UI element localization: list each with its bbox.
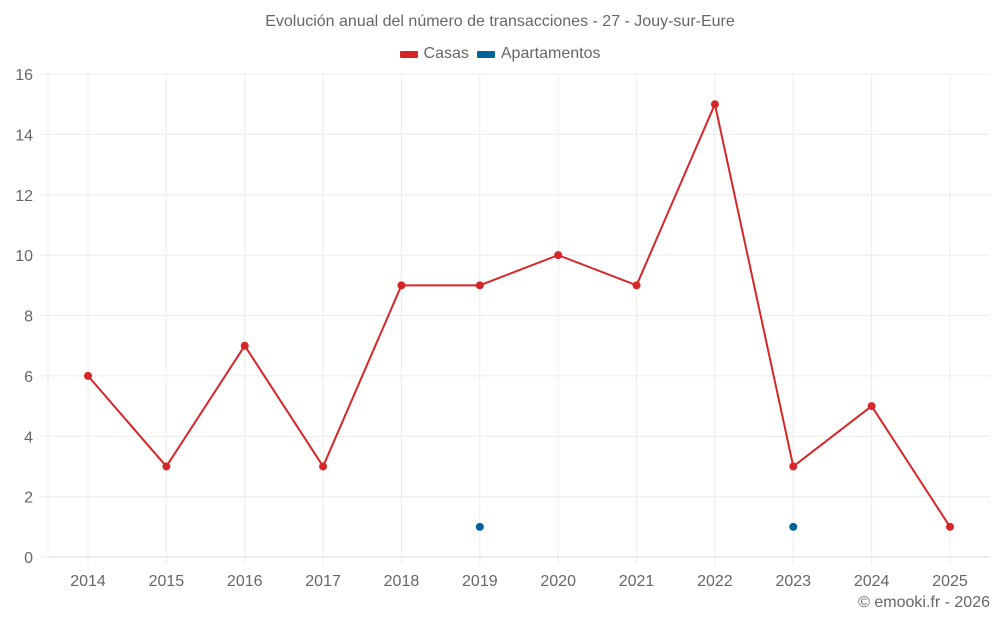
data-point-casas[interactable] — [789, 462, 798, 471]
series-layer — [84, 100, 954, 531]
x-tick-label: 2017 — [305, 573, 341, 590]
x-tick-label: 2018 — [384, 573, 420, 590]
y-tick-label: 2 — [24, 490, 33, 507]
x-tick-label: 2023 — [775, 573, 811, 590]
y-tick-label: 14 — [15, 127, 33, 144]
x-tick-label: 2019 — [462, 573, 498, 590]
data-point-casas[interactable] — [84, 371, 92, 380]
x-tick-label: 2024 — [854, 573, 890, 590]
data-point-casas[interactable] — [710, 100, 719, 109]
x-tick-label: 2014 — [70, 573, 106, 590]
data-point-casas[interactable] — [867, 402, 876, 411]
y-tick-label: 6 — [24, 369, 33, 386]
x-tick-label: 2022 — [697, 573, 733, 590]
data-point-casas[interactable] — [946, 522, 954, 531]
y-tick-label: 0 — [24, 550, 33, 567]
y-tick-label: 12 — [15, 188, 33, 205]
legend-item-casas[interactable]: Casas — [399, 45, 469, 63]
data-point-casas[interactable] — [240, 341, 249, 350]
chart-title: Evolución anual del número de transaccio… — [265, 13, 735, 30]
legend-label-apartamentos: Apartamentos — [500, 45, 601, 62]
x-tick-label: 2025 — [932, 573, 968, 590]
legend-swatch-apartamentos — [476, 50, 495, 58]
y-tick-label: 8 — [24, 309, 33, 326]
grid-lines — [40, 73, 990, 565]
legend-label-casas: Casas — [423, 45, 469, 62]
data-point-casas[interactable] — [475, 281, 484, 290]
axes: 0 2 4 6 8 10 12 14 16 2014 2015 2016 2017 2018 2019 202… — [15, 67, 968, 590]
data-point-casas[interactable] — [397, 281, 406, 290]
x-tick-label: 2015 — [149, 573, 185, 590]
data-point-apartamentos[interactable] — [789, 522, 798, 531]
copyright-credit: © emooki.fr - 2026 — [858, 594, 990, 611]
data-point-casas[interactable] — [162, 462, 171, 471]
y-tick-label: 16 — [15, 67, 33, 84]
data-point-casas[interactable] — [319, 462, 328, 471]
data-point-apartamentos[interactable] — [475, 522, 484, 531]
y-tick-label: 10 — [15, 248, 33, 265]
legend-swatch-casas — [399, 50, 418, 58]
x-tick-label: 2016 — [227, 573, 263, 590]
data-point-casas[interactable] — [632, 281, 641, 290]
x-tick-label: 2021 — [619, 573, 655, 590]
legend: Casas Apartamentos — [0, 45, 1000, 63]
data-point-casas[interactable] — [554, 251, 563, 260]
x-tick-label: 2020 — [540, 573, 576, 590]
y-tick-label: 4 — [24, 429, 33, 446]
legend-item-apartamentos[interactable]: Apartamentos — [476, 45, 601, 63]
series-line-casas — [87, 103, 951, 528]
